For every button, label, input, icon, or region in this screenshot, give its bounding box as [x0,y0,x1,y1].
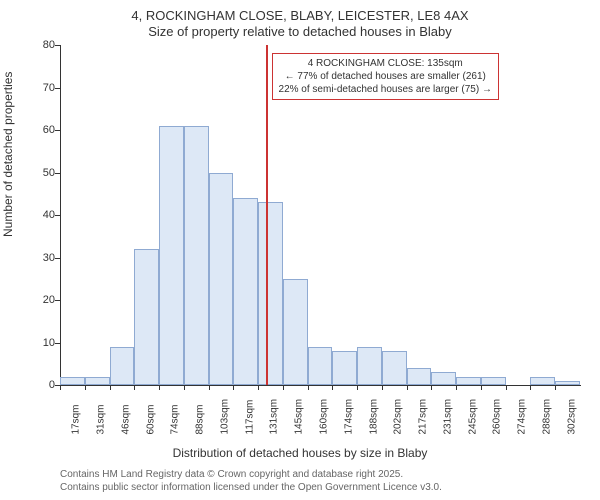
x-tick [506,385,507,390]
y-tick-label: 50 [43,167,55,179]
footer-text: Contains HM Land Registry data © Crown c… [60,468,442,494]
x-tick [431,385,432,390]
x-tick [110,385,111,390]
chart-container: 4, ROCKINGHAM CLOSE, BLABY, LEICESTER, L… [0,0,600,500]
y-tick [55,300,60,301]
x-tick-label: 245sqm [467,399,478,435]
x-tick [382,385,383,390]
histogram-bar [60,377,85,386]
x-tick [283,385,284,390]
x-tick-label: 88sqm [195,404,206,434]
histogram-bar [283,279,308,385]
chart-title-line1: 4, ROCKINGHAM CLOSE, BLABY, LEICESTER, L… [0,8,600,23]
chart-title-line2: Size of property relative to detached ho… [0,24,600,39]
x-axis-label: Distribution of detached houses by size … [0,446,600,460]
y-tick [55,215,60,216]
y-tick [55,45,60,46]
x-tick [209,385,210,390]
histogram-bar [184,126,209,385]
histogram-bar [308,347,333,385]
histogram-bar [233,198,258,385]
x-tick [159,385,160,390]
annotation-line2: ← 77% of detached houses are smaller (26… [279,70,492,83]
y-tick-label: 20 [43,294,55,306]
histogram-bar [110,347,135,385]
y-tick [55,173,60,174]
y-axis-label: Number of detached properties [1,72,15,237]
histogram-bar [431,372,456,385]
x-tick-label: 202sqm [393,399,404,435]
y-tick-label: 80 [43,39,55,51]
histogram-bar [332,351,357,385]
x-tick [357,385,358,390]
x-tick [60,385,61,390]
x-tick-label: 74sqm [170,404,181,434]
x-tick [85,385,86,390]
histogram-bar [481,377,506,386]
x-tick-label: 160sqm [319,399,330,435]
histogram-bar [382,351,407,385]
x-tick [481,385,482,390]
x-tick-label: 131sqm [269,399,280,435]
x-tick [407,385,408,390]
y-tick-label: 40 [43,209,55,221]
x-tick [258,385,259,390]
histogram-bar [159,126,184,385]
x-tick-label: 288sqm [541,399,552,435]
y-tick [55,343,60,344]
x-tick [308,385,309,390]
x-tick-label: 46sqm [120,404,131,434]
reference-line [266,45,268,385]
x-tick-label: 188sqm [368,399,379,435]
histogram-bar [209,173,234,386]
x-tick-label: 17sqm [71,404,82,434]
x-tick [134,385,135,390]
footer-line2: Contains public sector information licen… [60,481,442,494]
annotation-line1: 4 ROCKINGHAM CLOSE: 135sqm [279,57,492,70]
annotation-box: 4 ROCKINGHAM CLOSE: 135sqm ← 77% of deta… [272,53,499,100]
histogram-bar [258,202,283,385]
annotation-line3: 22% of semi-detached houses are larger (… [279,83,492,96]
x-tick-label: 31sqm [96,404,107,434]
x-tick [555,385,556,390]
y-tick [55,130,60,131]
x-tick-label: 260sqm [492,399,503,435]
x-tick-label: 217sqm [418,399,429,435]
y-tick-label: 60 [43,124,55,136]
x-tick-label: 60sqm [145,404,156,434]
histogram-bar [357,347,382,385]
x-tick-label: 302sqm [566,399,577,435]
footer-line1: Contains HM Land Registry data © Crown c… [60,468,442,481]
x-tick-label: 174sqm [343,399,354,435]
histogram-bar [407,368,432,385]
x-tick [530,385,531,390]
x-tick [184,385,185,390]
histogram-bar [530,377,555,386]
x-tick-label: 145sqm [294,399,305,435]
x-tick-label: 103sqm [219,399,230,435]
y-tick-label: 70 [43,82,55,94]
histogram-bar [85,377,110,386]
x-tick [456,385,457,390]
histogram-bar [456,377,481,386]
y-tick [55,258,60,259]
histogram-bar [134,249,159,385]
x-tick-label: 274sqm [517,399,528,435]
x-tick [233,385,234,390]
histogram-bar [555,381,580,385]
x-tick [332,385,333,390]
x-tick-label: 117sqm [244,400,255,435]
y-tick-label: 10 [43,337,55,349]
y-tick-label: 30 [43,252,55,264]
y-tick [55,88,60,89]
x-tick-label: 231sqm [442,399,453,435]
